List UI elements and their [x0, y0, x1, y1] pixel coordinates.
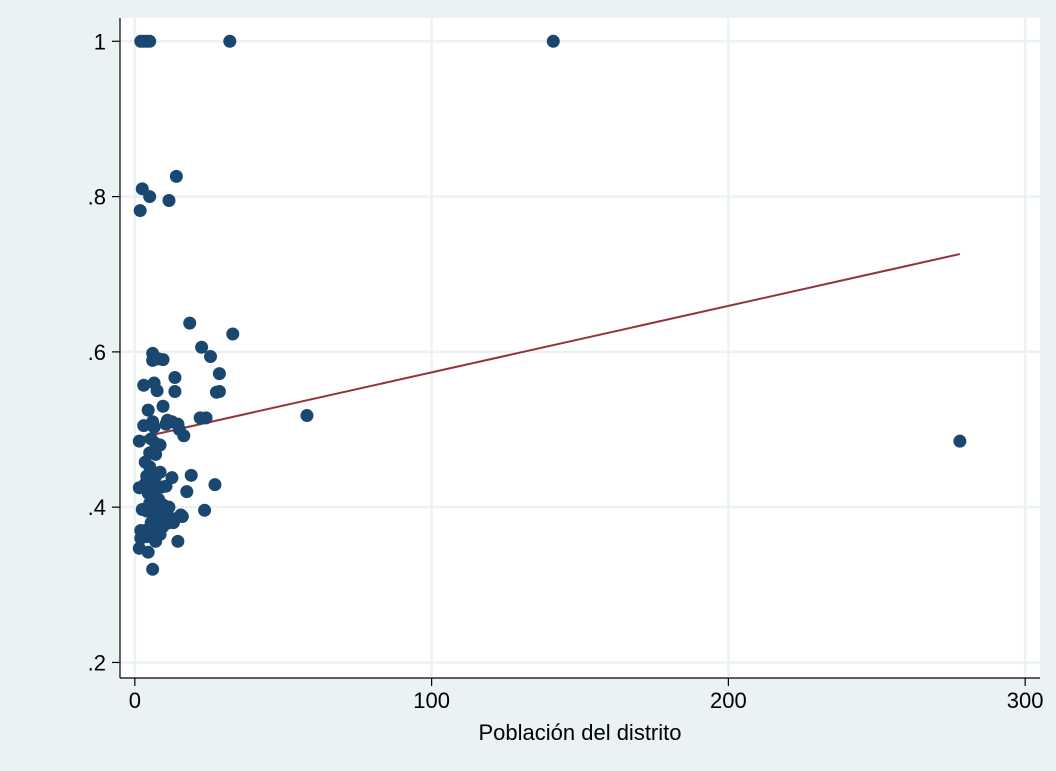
data-point — [132, 434, 146, 448]
y-tick-label: .8 — [88, 185, 106, 210]
data-point — [198, 503, 212, 517]
data-point — [150, 384, 164, 398]
data-point — [159, 479, 173, 493]
data-point — [953, 434, 967, 448]
data-point — [208, 478, 222, 492]
data-point — [133, 204, 147, 218]
data-point — [177, 429, 191, 443]
data-point — [146, 353, 160, 367]
tick-marks-and-labels: 0 100 200 300 .2 .4 .6 .8 1 — [88, 29, 1044, 713]
y-tick-label: .6 — [88, 340, 106, 365]
data-point — [195, 340, 209, 354]
x-tick-label: 0 — [129, 688, 141, 713]
data-point — [546, 34, 560, 48]
data-point — [147, 420, 161, 434]
data-point — [183, 316, 197, 330]
data-point — [156, 353, 170, 367]
data-point — [166, 516, 180, 530]
data-point — [212, 367, 226, 381]
data-point — [143, 190, 157, 204]
y-tick-label: .4 — [88, 495, 106, 520]
fitted-line — [134, 253, 961, 440]
data-point — [212, 384, 226, 398]
data-point — [184, 468, 198, 482]
data-point — [168, 384, 182, 398]
x-tick-label: 300 — [1007, 688, 1044, 713]
y-tick-label: .2 — [88, 650, 106, 675]
data-point — [149, 447, 163, 461]
x-tick-label: 100 — [413, 688, 450, 713]
data-point — [146, 562, 160, 576]
axes — [119, 18, 1040, 679]
x-axis-title: Población del distrito — [478, 720, 681, 745]
data-point — [156, 399, 170, 413]
data-point — [141, 545, 155, 559]
data-point — [180, 485, 194, 499]
data-point — [204, 350, 218, 364]
data-point — [137, 378, 151, 392]
data-point — [199, 411, 213, 425]
fit-line-layer — [134, 253, 961, 440]
scatter-points — [132, 34, 967, 576]
data-point — [143, 34, 157, 48]
data-point — [300, 409, 314, 423]
data-point — [168, 371, 182, 385]
y-tick-label: 1 — [94, 29, 106, 54]
data-point — [223, 34, 237, 48]
data-point — [137, 419, 151, 433]
x-tick-label: 200 — [710, 688, 747, 713]
grid-lines — [120, 18, 1040, 678]
data-point — [169, 169, 183, 183]
data-point — [171, 534, 185, 548]
data-point — [226, 327, 240, 341]
data-point — [141, 403, 155, 417]
data-point — [162, 193, 176, 207]
data-point — [149, 534, 163, 548]
plot-area — [120, 18, 1040, 678]
